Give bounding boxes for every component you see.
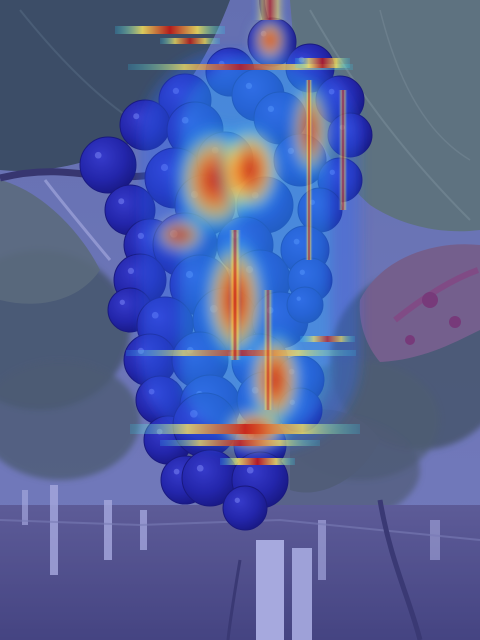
grape-highlight <box>94 151 102 159</box>
grape-highlight <box>246 466 254 474</box>
grape-highlight <box>234 497 240 503</box>
grape-berry <box>222 485 268 531</box>
grape-highlight <box>127 267 135 275</box>
heatmap-blobs <box>140 15 360 455</box>
leaf-left-mid <box>0 180 100 304</box>
heatmap-streaks <box>115 0 360 465</box>
grape-berry <box>79 136 137 194</box>
leaf-top-right <box>290 0 480 232</box>
grape-highlight <box>133 113 140 120</box>
grape-highlight <box>196 464 204 472</box>
vine-tendril <box>43 179 112 261</box>
grape-highlight <box>119 299 125 305</box>
grape-highlight <box>118 198 125 205</box>
vine-leaves <box>0 0 480 493</box>
grape-highlight <box>173 468 180 475</box>
vineyard-stakes <box>0 485 480 640</box>
